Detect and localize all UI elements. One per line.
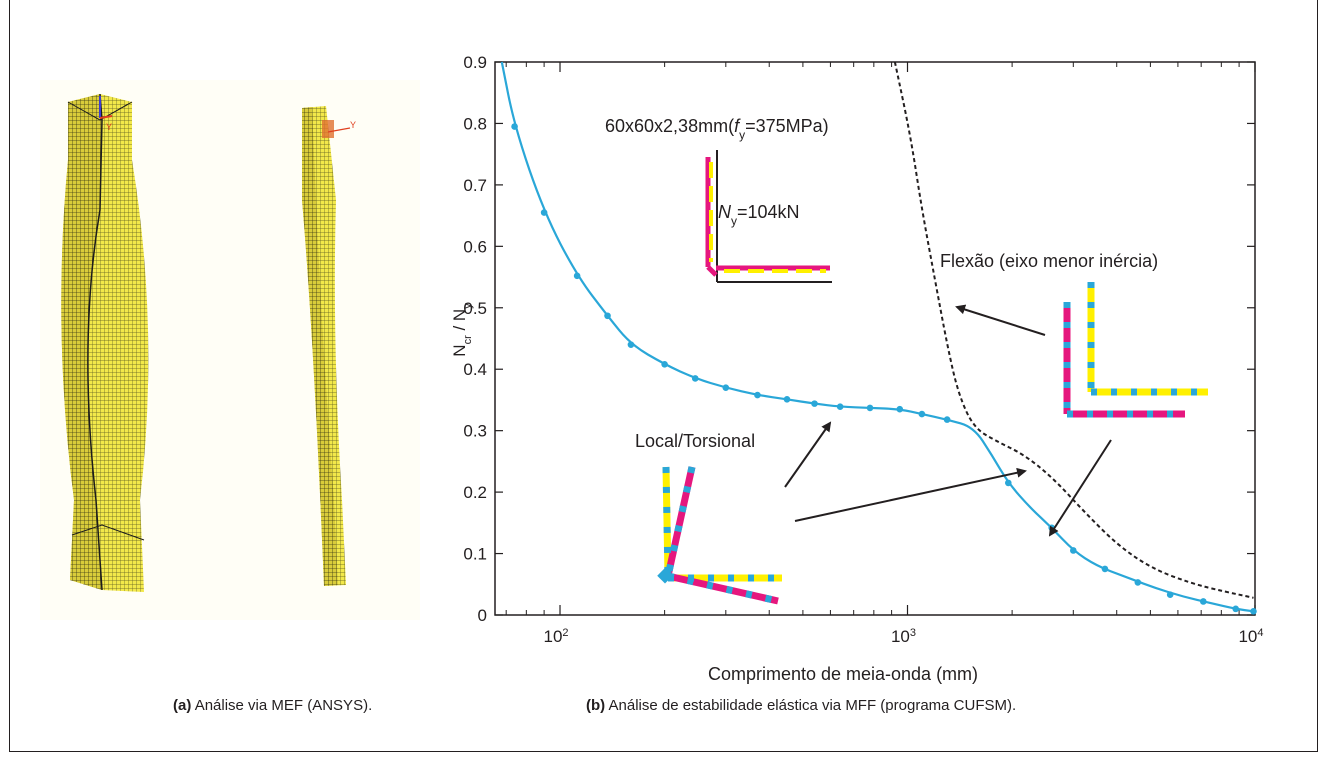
y-tick-label: 0.7 xyxy=(463,176,487,195)
section-icon-angle xyxy=(705,150,832,283)
data-point xyxy=(1166,591,1174,599)
data-point xyxy=(1004,479,1012,487)
mef-model-illustration: Y Y xyxy=(61,93,356,592)
mef-column-left: Y xyxy=(61,93,149,592)
data-point xyxy=(1134,579,1142,586)
series-line-0 xyxy=(500,61,1254,613)
x-tick-label: 103 xyxy=(891,627,916,646)
data-point xyxy=(511,123,518,130)
x-tick-label: 104 xyxy=(1238,627,1263,646)
arrow-distortional xyxy=(1048,439,1112,537)
annotation-arrows xyxy=(784,304,1112,537)
data-point xyxy=(1250,608,1257,615)
data-point xyxy=(573,272,581,280)
y-tick-label: 0.5 xyxy=(463,299,487,318)
plot-area: 0 0.1 0.2 0.3 0.4 0.5 0.6 0.7 0.8 0.9 102 103 104 xyxy=(463,53,1263,646)
annotation-local-torsional: Local/Torsional xyxy=(635,431,755,451)
data-point xyxy=(754,391,761,399)
svg-text:Ny=104kN: Ny=104kN xyxy=(718,202,800,228)
data-point xyxy=(1232,605,1240,613)
y-tick-label: 0.8 xyxy=(463,114,487,133)
mef-axis-marker-left: Y xyxy=(106,122,112,132)
data-point xyxy=(722,384,730,391)
chart: 0 0.1 0.2 0.3 0.4 0.5 0.6 0.7 0.8 0.9 102 103 104 Co… xyxy=(450,53,1264,684)
y-tick-label: 0.3 xyxy=(463,422,487,441)
data-point xyxy=(540,209,548,216)
y-tick-label: 0.6 xyxy=(463,237,487,256)
data-point xyxy=(1101,565,1109,573)
series-line-1 xyxy=(893,61,1254,599)
arrow-local-2 xyxy=(794,467,1027,522)
data-point xyxy=(627,341,635,348)
svg-text:60x60x2,38mm(fy=375MPa): 60x60x2,38mm(fy=375MPa) xyxy=(605,116,829,142)
annotation-ny: Ny=104kN xyxy=(718,202,800,228)
y-tick-label: 0 xyxy=(478,606,487,625)
data-point xyxy=(918,410,926,418)
plot-frame xyxy=(494,61,1256,616)
data-point xyxy=(661,361,668,368)
data-point xyxy=(896,405,904,413)
data-point xyxy=(866,404,874,412)
data-point xyxy=(1200,598,1207,605)
mef-column-right: Y xyxy=(302,106,356,586)
data-point xyxy=(691,375,699,382)
y-tick-label: 0.4 xyxy=(463,360,487,379)
data-point xyxy=(604,312,611,320)
data-point xyxy=(1070,547,1077,554)
y-tick-label: 0.2 xyxy=(463,483,487,502)
x-tick-label: 102 xyxy=(543,627,568,646)
data-point xyxy=(811,400,818,407)
data-point xyxy=(943,416,951,423)
mef-panel: Y Y xyxy=(40,80,420,620)
annotation-section: 60x60x2,38mm(fy=375MPa) xyxy=(605,116,829,142)
arrow-flexao xyxy=(955,304,1046,336)
arrow-local-1 xyxy=(784,421,832,488)
x-axis-title: Comprimento de meia-onda (mm) xyxy=(708,664,978,684)
y-tick-label: 0.9 xyxy=(463,53,487,72)
caption-b: (b) Análise de estabilidade elástica via… xyxy=(586,697,1017,714)
caption-a: (a) Análise via MEF (ANSYS). xyxy=(173,697,373,714)
mef-axis-marker-right: Y xyxy=(350,120,356,130)
section-icon-flexao xyxy=(1063,282,1208,418)
figure-frame xyxy=(9,0,1318,752)
data-point xyxy=(836,403,844,411)
section-icon-local xyxy=(657,466,782,605)
y-axis-title: Ncr / Ny xyxy=(450,303,474,357)
data-point xyxy=(783,396,791,403)
y-tick-label: 0.1 xyxy=(463,545,487,564)
annotation-flexao: Flexão (eixo menor inércia) xyxy=(940,251,1158,271)
